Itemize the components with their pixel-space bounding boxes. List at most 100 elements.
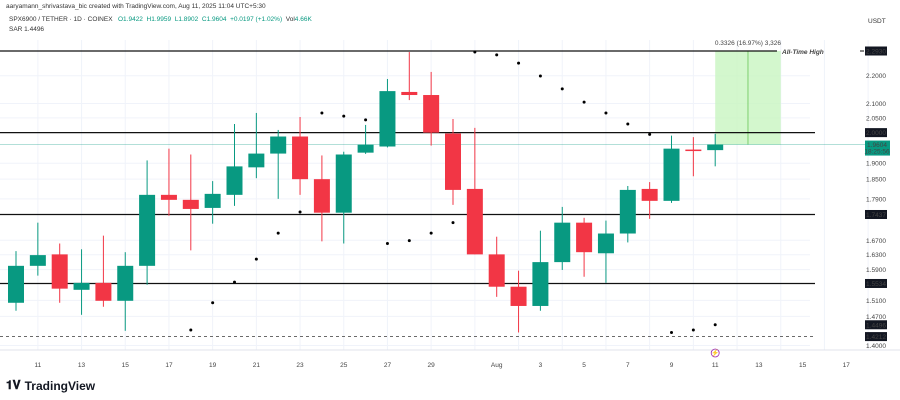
volume-label: Vol [285, 16, 295, 23]
candle-body [292, 136, 309, 180]
candle [270, 129, 287, 199]
candle [182, 154, 199, 251]
candle-body [204, 193, 221, 208]
sar-dot [473, 50, 477, 54]
current-price-badge [865, 140, 890, 156]
sar-dot [648, 132, 652, 136]
y-tick-label: 1.5900 [866, 267, 886, 274]
x-tick-label: 11 [712, 362, 719, 369]
candle [226, 124, 243, 206]
x-tick-label: 13 [755, 362, 763, 369]
y-tick-label: 1.7900 [866, 196, 886, 203]
candle-body [641, 188, 658, 201]
candle-body [95, 282, 112, 301]
sar-dot [320, 111, 324, 115]
candle-body [576, 222, 593, 253]
symbol-name[interactable]: SPX6900 / TETHER · 1D · COINEX [9, 16, 113, 23]
candle-body [313, 179, 330, 213]
sar-dot [538, 74, 542, 78]
x-tick-label: 15 [122, 362, 130, 369]
y-tick-label: 2.0500 [866, 115, 886, 122]
currency-label[interactable]: USDT [868, 18, 886, 25]
candle-body [707, 144, 724, 151]
sar-dot [626, 122, 630, 126]
measure-label: 0.3326 (16.97%) 3,326 [715, 40, 782, 47]
price-level-badge-text: 1.7437 [866, 212, 886, 219]
candle [597, 220, 614, 283]
price-chart[interactable]: 0.3326 (16.97%) 3,326 All-Time High 2.2930… [0, 0, 900, 375]
sar-badge [865, 320, 887, 330]
event-lightning-icon [710, 348, 720, 358]
y-tick-label: 1.6700 [866, 238, 886, 245]
candle [510, 270, 527, 333]
x-tick-label: 25 [340, 362, 348, 369]
candle [204, 181, 221, 224]
candle-body [51, 254, 68, 289]
y-tick-label: 1.5100 [866, 298, 886, 305]
price-level-badge-text: 2.0000 [866, 130, 886, 137]
y-tick-label: 1.8500 [866, 177, 886, 184]
candle [401, 52, 418, 101]
change-value: +0.0197 (+1.02%) [230, 16, 283, 23]
candle-body [357, 144, 374, 153]
event-lightning-glyph: ⚡ [711, 349, 719, 357]
x-tick-label: 5 [582, 362, 586, 369]
candle [423, 71, 440, 146]
candle-body [335, 154, 352, 213]
candle [8, 251, 24, 311]
sar-dot [364, 118, 368, 122]
candle [641, 182, 658, 219]
sar-dot [495, 53, 499, 57]
x-tick-label: Aug [491, 362, 503, 369]
candle [292, 117, 309, 195]
tradingview-logo: 𝟏𝐕 TradingView [6, 378, 95, 393]
countdown-text: 18:25:56 [864, 149, 890, 156]
candle-body [401, 91, 418, 96]
logo-text: TradingView [24, 378, 96, 393]
low-value: L1.8902 [174, 16, 199, 23]
candle [576, 217, 593, 277]
sar-dot [582, 100, 586, 104]
candle [685, 137, 702, 177]
candle [663, 135, 680, 203]
candle [619, 185, 636, 243]
candle-body [685, 149, 702, 152]
candle [379, 78, 396, 148]
candle-body [117, 265, 134, 301]
x-tick-label: 11 [34, 362, 41, 369]
x-tick-label: 9 [670, 362, 674, 369]
candle [95, 235, 112, 307]
candle [73, 249, 90, 315]
sar-badge-text: 1.4496 [866, 322, 886, 329]
price-level-badge [865, 209, 887, 219]
high-value: H1.9959 [146, 16, 172, 23]
candle-body [182, 199, 199, 209]
price-level-badge [865, 128, 887, 138]
x-tick-label: 3 [539, 362, 543, 369]
sar-dot [670, 330, 673, 334]
candle-body [554, 222, 571, 263]
candle [357, 124, 374, 154]
credit-text: aaryamann_shrivastava_bic created with T… [6, 3, 266, 10]
candle-body [445, 133, 461, 190]
candle [554, 206, 571, 270]
y-tick-label: 2.1000 [866, 101, 886, 108]
x-tick-label: 19 [209, 362, 217, 369]
current-price-text: 1.9604 [867, 142, 887, 149]
sar-dot [517, 61, 521, 65]
sar-dot [254, 257, 258, 261]
x-tick-label: 17 [165, 362, 173, 369]
y-tick-label: 2.2000 [866, 73, 886, 80]
candle [488, 236, 505, 297]
candle [335, 151, 352, 244]
candle-body [139, 194, 156, 266]
candle-body [29, 255, 46, 266]
symbol-legend: SPX6900 / TETHER · 1D · COINEX O1.9422 H… [9, 16, 312, 23]
candle [532, 230, 549, 311]
price-level-badge-text: 1.5534 [866, 281, 886, 288]
candle [248, 112, 265, 179]
candle-body [160, 194, 177, 200]
sar-legend: SAR 1.4496 [9, 26, 45, 33]
candle-body [466, 188, 483, 255]
sar-dot [407, 239, 411, 243]
